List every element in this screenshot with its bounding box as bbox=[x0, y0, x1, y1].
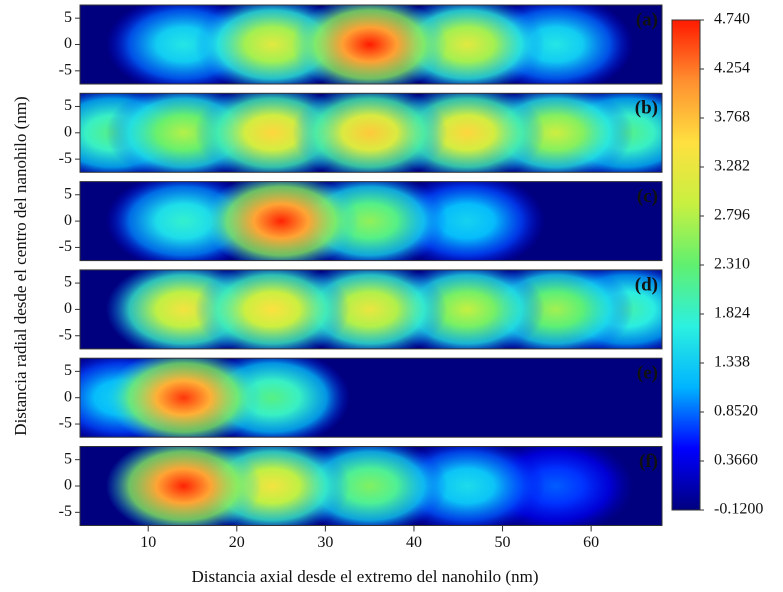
y-tick-label: 5 bbox=[64, 274, 72, 291]
y-axis-title: Distancia radial desde el centro del nan… bbox=[11, 96, 30, 435]
colorbar-tick-label: 3.282 bbox=[714, 158, 750, 175]
y-tick-label: 0 bbox=[64, 35, 72, 52]
y-tick-label: 5 bbox=[64, 9, 72, 26]
panel-field bbox=[80, 93, 662, 173]
panel-label: (a) bbox=[636, 9, 658, 30]
y-tick-label: 5 bbox=[64, 450, 72, 467]
x-tick-label: 40 bbox=[406, 534, 422, 551]
colorbar-tick-label: 2.310 bbox=[714, 256, 750, 273]
panel-field bbox=[105, 446, 634, 526]
heat-peak bbox=[105, 358, 262, 438]
heat-peak bbox=[203, 181, 359, 261]
y-tick-label: 0 bbox=[64, 477, 72, 494]
y-tick-label: 0 bbox=[64, 123, 72, 140]
colorbar-tick-label: 0.8520 bbox=[714, 403, 758, 420]
y-tick-label: -5 bbox=[59, 62, 72, 79]
y-tick-label: 5 bbox=[64, 362, 72, 379]
x-tick-label: 60 bbox=[583, 534, 599, 551]
colorbar-tick-label: 3.768 bbox=[714, 109, 750, 126]
heat-peak bbox=[291, 93, 448, 173]
x-tick-label: 30 bbox=[317, 534, 333, 551]
y-tick-label: -5 bbox=[59, 150, 72, 167]
panel-field bbox=[105, 181, 545, 261]
y-tick-label: -5 bbox=[59, 415, 72, 432]
y-tick-label: -5 bbox=[59, 503, 72, 520]
panel-field bbox=[80, 358, 350, 438]
panel-label: (e) bbox=[637, 363, 658, 384]
heat-peak bbox=[105, 446, 262, 526]
panel-label: (b) bbox=[635, 98, 658, 119]
y-tick-label: -5 bbox=[59, 326, 72, 343]
x-tick-label: 20 bbox=[229, 534, 245, 551]
panel-label: (f) bbox=[639, 451, 658, 472]
colorbar-tick-label: 1.824 bbox=[714, 305, 750, 322]
colorbar-tick-label: 0.3660 bbox=[714, 452, 758, 469]
y-tick-label: 0 bbox=[64, 300, 72, 317]
panel-label: (c) bbox=[637, 186, 658, 207]
x-tick-label: 50 bbox=[495, 534, 511, 551]
heat-peak bbox=[194, 269, 350, 349]
y-tick-label: -5 bbox=[59, 238, 72, 255]
colorbar-tick-label: 4.740 bbox=[714, 11, 750, 28]
colorbar-tick-label: 1.338 bbox=[714, 354, 750, 371]
y-tick-label: 0 bbox=[64, 212, 72, 229]
x-tick-label: 10 bbox=[140, 534, 156, 551]
x-axis-title: Distancia axial desde el extremo del nan… bbox=[192, 567, 539, 586]
panel-field bbox=[105, 269, 662, 349]
panel-field bbox=[105, 5, 634, 84]
panel-label: (d) bbox=[635, 274, 658, 295]
colorbar-tick-label: 4.254 bbox=[714, 60, 750, 77]
colorbar bbox=[671, 19, 701, 511]
y-tick-label: 0 bbox=[64, 388, 72, 405]
heat-peak bbox=[291, 5, 448, 84]
colorbar-tick-label: -0.1200 bbox=[714, 501, 763, 518]
y-tick-label: 5 bbox=[64, 185, 72, 202]
y-tick-label: 5 bbox=[64, 97, 72, 114]
colorbar-tick-label: 2.796 bbox=[714, 207, 750, 224]
